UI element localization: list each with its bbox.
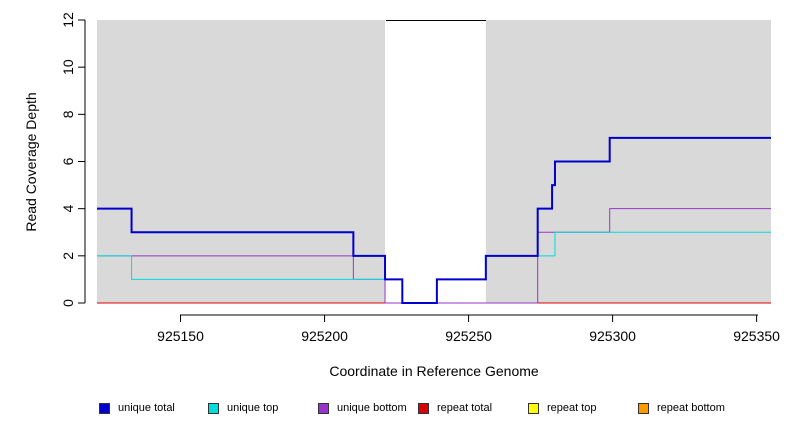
legend-item-repeat-total: repeat total xyxy=(418,398,492,418)
legend-swatch xyxy=(418,402,429,414)
shaded-region-0 xyxy=(97,20,386,303)
y-tick-label: 6 xyxy=(60,157,76,165)
legend-item-repeat-top: repeat top xyxy=(528,398,597,418)
legend-label: unique top xyxy=(227,402,279,414)
legend-item-repeat-bottom: repeat bottom xyxy=(638,398,725,418)
y-tick-label: 0 xyxy=(60,299,76,307)
legend-item-unique-top: unique top xyxy=(208,398,278,418)
series-unique-bottom xyxy=(97,208,771,304)
x-tick-label: 925250 xyxy=(445,328,492,344)
axes: 925150 925200 925250 925300 925350 0 2 4 6 8 10 12 xyxy=(60,12,780,344)
legend-swatch xyxy=(528,402,539,414)
legend-label: repeat bottom xyxy=(657,402,725,414)
series-lines xyxy=(97,136,771,304)
legend-swatch xyxy=(318,402,329,414)
y-axis-title: Read Coverage Depth xyxy=(23,92,39,231)
x-axis-title: Coordinate in Reference Genome xyxy=(329,363,539,379)
y-tick-label: 10 xyxy=(60,59,76,75)
y-tick-label: 12 xyxy=(60,12,76,28)
y-tick-label: 2 xyxy=(60,252,76,260)
shaded-regions xyxy=(97,20,771,303)
y-tick-label: 8 xyxy=(60,110,76,118)
x-tick-label: 925150 xyxy=(157,328,204,344)
shaded-region-1 xyxy=(485,20,771,303)
legend-label: repeat top xyxy=(547,402,597,414)
legend-label: unique total xyxy=(118,402,175,414)
x-tick-label: 925350 xyxy=(733,328,780,344)
legend-item-unique-total: unique total xyxy=(99,398,175,418)
coverage-chart: 925150 925200 925250 925300 925350024681012 … xyxy=(23,12,780,379)
x-tick-label: 925300 xyxy=(589,328,636,344)
legend-swatch xyxy=(638,402,649,414)
legend-label: repeat total xyxy=(437,402,493,414)
legend: unique total unique top unique bottom repea… xyxy=(0,398,792,420)
series-unique-total xyxy=(97,136,771,304)
legend-swatch xyxy=(99,402,110,414)
x-tick-label: 925200 xyxy=(301,328,348,344)
legend-swatch xyxy=(208,402,219,414)
legend-item-unique-bottom: unique bottom xyxy=(318,398,407,418)
legend-label: unique bottom xyxy=(337,402,407,414)
y-tick-label: 4 xyxy=(60,205,76,213)
